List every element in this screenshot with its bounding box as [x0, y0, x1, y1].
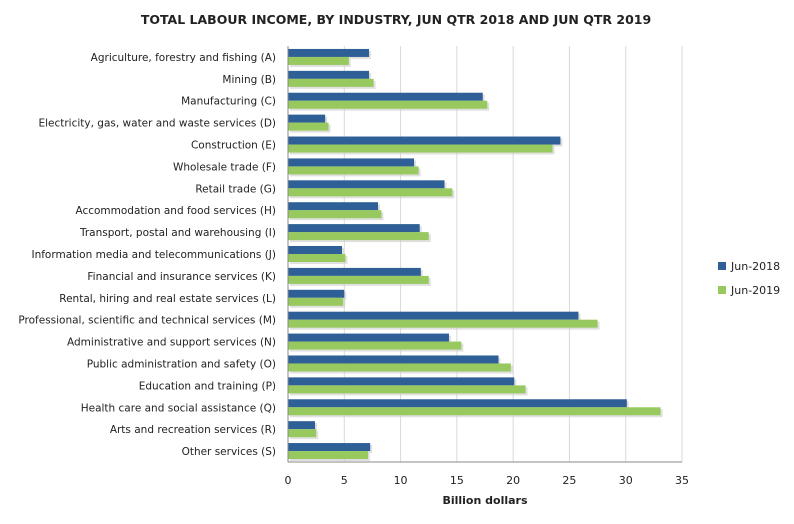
- bar-jun-2018: [288, 267, 421, 276]
- bar-jun-2019: [288, 166, 419, 175]
- bar-jun-2018: [288, 180, 445, 189]
- x-tick-label: 10: [394, 474, 408, 487]
- category-label: Financial and insurance services (K): [87, 271, 276, 283]
- gridlines: [343, 46, 683, 462]
- category-label: Rental, hiring and real estate services …: [59, 293, 276, 305]
- bar-jun-2018: [288, 246, 343, 254]
- chart-title: TOTAL LABOUR INCOME, BY INDUSTRY, JUN QT…: [141, 12, 651, 27]
- x-tick-label: 30: [619, 474, 633, 487]
- x-tick-label: 20: [506, 474, 520, 487]
- bar-jun-2018: [288, 443, 371, 452]
- category-label: Information media and telecommunications…: [31, 249, 276, 261]
- bar-jun-2018: [288, 289, 345, 298]
- bar-jun-2019: [288, 78, 374, 87]
- category-label: Other services (S): [182, 446, 276, 458]
- bar-jun-2018: [288, 70, 370, 79]
- x-tick-labels: 0 5 10 15 20 25 30 35: [285, 474, 690, 487]
- bar-jun-2019: [288, 210, 382, 219]
- bar-jun-2018: [288, 114, 326, 123]
- bar-jun-2019: [288, 429, 317, 438]
- x-axis-label: Billion dollars: [442, 494, 528, 507]
- legend-label: Jun-2018: [730, 260, 780, 273]
- bar-jun-2018: [288, 92, 483, 101]
- x-tick-label: 0: [285, 474, 292, 487]
- category-label: Health care and social assistance (Q): [81, 402, 276, 414]
- bar-jun-2018: [288, 202, 379, 211]
- bars: [288, 48, 663, 462]
- category-label: Education and training (P): [139, 380, 276, 392]
- category-label: Construction (E): [191, 140, 276, 152]
- category-label: Retail trade (G): [195, 183, 276, 195]
- bar-jun-2019: [288, 451, 368, 460]
- bar-jun-2018: [288, 421, 316, 430]
- bar-jun-2019: [288, 56, 349, 65]
- bar-jun-2019: [288, 188, 453, 197]
- bar-jun-2018: [288, 333, 449, 342]
- category-label: Arts and recreation services (R): [110, 424, 276, 436]
- category-label: Professional, scientific and technical s…: [18, 315, 276, 327]
- bar-jun-2018: [288, 377, 515, 386]
- bar-jun-2019: [288, 385, 526, 394]
- bar-jun-2018: [288, 311, 579, 320]
- category-labels: Agriculture, forestry and fishing (A) Min…: [18, 52, 276, 458]
- bar-jun-2019: [288, 319, 598, 328]
- bar-jun-2019: [288, 297, 344, 306]
- category-label: Administrative and support services (N): [67, 337, 276, 349]
- bar-jun-2018: [288, 399, 627, 408]
- bar-jun-2019: [288, 341, 462, 350]
- category-label: Mining (B): [222, 74, 276, 86]
- legend-swatch: [718, 286, 726, 294]
- bar-jun-2019: [288, 407, 661, 416]
- bar-jun-2019: [288, 100, 488, 109]
- bar-jun-2019: [288, 144, 553, 153]
- legend-label: Jun-2019: [730, 284, 780, 297]
- bar-jun-2019: [288, 232, 429, 241]
- category-label: Wholesale trade (F): [173, 161, 276, 173]
- category-label: Transport, postal and warehousing (I): [79, 227, 276, 239]
- bar-jun-2019: [288, 122, 329, 131]
- category-label: Electricity, gas, water and waste servic…: [38, 118, 276, 130]
- category-label: Accommodation and food services (H): [75, 205, 276, 217]
- bar-jun-2018: [288, 136, 561, 145]
- bar-jun-2018: [288, 224, 420, 233]
- x-tick-label: 5: [341, 474, 348, 487]
- legend-swatch: [718, 262, 726, 270]
- bar-jun-2019: [288, 275, 429, 284]
- bar-jun-2019: [288, 254, 346, 262]
- category-label: Agriculture, forestry and fishing (A): [91, 52, 276, 64]
- x-tick-label: 35: [675, 474, 689, 487]
- category-label: Manufacturing (C): [181, 96, 276, 108]
- x-tick-label: 25: [562, 474, 576, 487]
- category-label: Public administration and safety (O): [87, 358, 276, 370]
- bar-jun-2019: [288, 363, 511, 372]
- bar-jun-2018: [288, 158, 415, 167]
- legend: Jun-2018 Jun-2019: [718, 260, 780, 297]
- bar-jun-2018: [288, 355, 499, 364]
- x-tick-label: 15: [450, 474, 464, 487]
- bar-jun-2018: [288, 48, 370, 57]
